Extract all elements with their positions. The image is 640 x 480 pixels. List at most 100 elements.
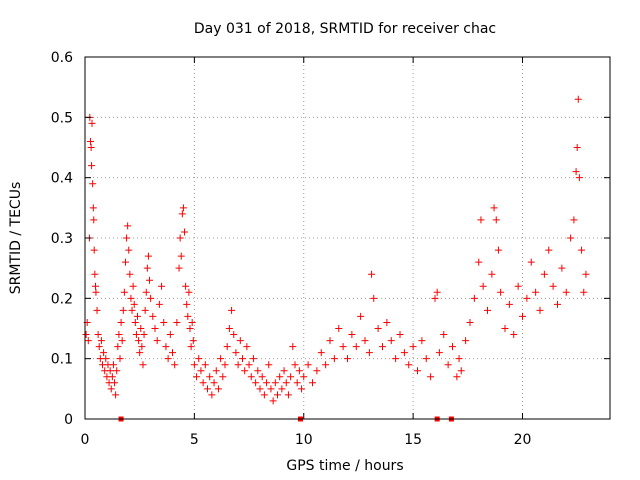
data-point	[88, 119, 96, 127]
data-point	[183, 300, 191, 308]
data-point	[549, 282, 557, 290]
data-point	[123, 234, 131, 242]
data-point	[212, 367, 220, 375]
data-point	[146, 276, 154, 284]
y-tick-label: 0.1	[51, 352, 73, 368]
data-point	[289, 343, 297, 351]
data-point	[431, 294, 439, 302]
y-tick-label: 0	[64, 412, 73, 428]
data-point	[400, 349, 408, 357]
data-point	[115, 331, 123, 339]
x-tick-label: 20	[514, 432, 532, 448]
data-point	[501, 325, 509, 332]
y-tick-label: 0.5	[51, 110, 73, 126]
data-point	[129, 282, 137, 290]
data-point	[470, 294, 478, 302]
data-point	[195, 355, 203, 363]
data-point	[128, 306, 136, 314]
data-point	[532, 288, 540, 296]
y-tick-label: 0.2	[51, 291, 73, 307]
data-point	[274, 391, 281, 399]
data-point	[90, 246, 98, 254]
data-point	[276, 373, 284, 381]
data-point	[453, 373, 461, 381]
data-point	[162, 343, 170, 351]
data-point	[182, 282, 190, 290]
data-point	[153, 337, 161, 345]
data-point	[135, 337, 143, 345]
data-point	[490, 204, 498, 212]
data-point	[92, 288, 100, 296]
data-point	[352, 343, 360, 351]
data-point	[232, 349, 240, 357]
data-point	[370, 294, 378, 302]
data-point	[505, 300, 513, 308]
data-point	[271, 379, 279, 387]
data-point	[158, 282, 166, 290]
data-point	[125, 246, 133, 254]
data-point	[477, 216, 485, 224]
data-point	[263, 379, 271, 387]
data-point	[435, 349, 443, 357]
data-point	[223, 343, 231, 351]
data-point	[578, 246, 586, 254]
data-point	[527, 258, 535, 266]
data-point	[112, 391, 120, 399]
data-point	[284, 391, 292, 399]
data-point	[141, 306, 149, 314]
data-point	[298, 385, 306, 393]
data-point	[160, 318, 168, 326]
data-point	[414, 367, 421, 375]
data-point	[368, 270, 376, 278]
y-tick-label: 0.6	[51, 50, 73, 66]
data-point	[558, 264, 566, 272]
data-point	[322, 361, 330, 369]
y-tick-label: 0.4	[51, 171, 73, 187]
x-axis-label: GPS time / hours	[286, 458, 403, 474]
data-point	[84, 337, 92, 345]
data-point	[155, 300, 163, 308]
data-point	[107, 385, 115, 393]
data-point	[151, 325, 159, 332]
data-point	[293, 379, 301, 387]
data-point	[488, 270, 496, 278]
data-point	[365, 349, 373, 357]
data-point	[295, 367, 303, 375]
data-point	[169, 349, 176, 357]
y-tick-label: 0.3	[51, 231, 73, 247]
data-point	[570, 216, 578, 224]
data-point	[144, 252, 152, 260]
data-point	[132, 331, 140, 339]
data-point	[100, 349, 108, 357]
data-point	[267, 385, 275, 393]
data-point	[179, 204, 187, 212]
data-point	[258, 373, 266, 381]
data-point	[514, 282, 522, 290]
data-point	[313, 367, 321, 375]
data-point	[254, 367, 262, 375]
data-point	[116, 355, 124, 363]
data-point	[344, 355, 351, 363]
data-point	[457, 367, 465, 375]
data-point	[89, 180, 97, 188]
data-point	[567, 234, 575, 242]
data-point	[188, 318, 196, 326]
data-point	[510, 331, 518, 339]
data-point	[260, 391, 268, 399]
data-point	[108, 373, 116, 381]
data-point	[427, 373, 435, 381]
data-point	[330, 355, 338, 363]
data-point	[127, 294, 135, 302]
data-point	[175, 264, 183, 272]
data-point	[187, 343, 195, 351]
data-point	[164, 355, 172, 363]
data-point	[405, 361, 413, 369]
data-point	[208, 391, 216, 399]
data-point	[247, 373, 255, 381]
data-point	[121, 258, 129, 266]
data-point	[572, 168, 580, 176]
data-point	[269, 397, 277, 405]
data-point	[243, 343, 251, 351]
data-point	[86, 137, 94, 145]
